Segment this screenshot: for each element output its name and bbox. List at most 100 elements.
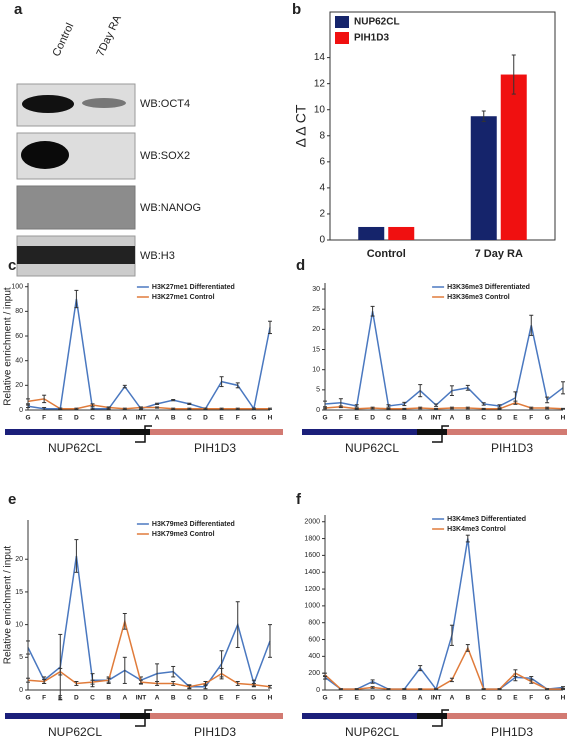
gene-label: PIH1D3 — [194, 725, 236, 738]
error-bar — [529, 679, 534, 684]
error-bar — [58, 633, 63, 701]
gene-label: NUP62CL — [48, 441, 102, 455]
y-tick-label: 6 — [319, 156, 325, 167]
gene-label: PIH1D3 — [491, 441, 533, 455]
x-tick-label: D — [497, 415, 502, 422]
y-tick-label: 5 — [316, 387, 320, 394]
error-bar — [402, 401, 407, 407]
x-tick-label: F — [42, 695, 46, 702]
error-bar — [513, 669, 518, 678]
error-bar — [90, 407, 95, 410]
legend-label: H3K36me3 Control — [447, 294, 510, 301]
error-bar — [481, 407, 486, 410]
error-bar — [545, 688, 550, 691]
error-bar — [42, 679, 47, 684]
legend-label: NUP62CL — [354, 17, 400, 28]
gene-label: PIH1D3 — [194, 441, 236, 455]
x-tick-label: B — [465, 415, 470, 422]
x-tick-label: A — [418, 415, 423, 422]
error-bar — [513, 400, 518, 405]
error-bar — [138, 679, 143, 685]
error-bar — [268, 684, 272, 689]
gene-bar — [120, 429, 150, 435]
error-bar — [354, 404, 359, 408]
band-label: WB:NANOG — [140, 202, 201, 214]
error-bar — [251, 407, 256, 410]
y-tick-label: 5 — [19, 654, 23, 661]
panel-label: f — [296, 491, 302, 508]
error-bar — [323, 406, 327, 410]
series-line — [324, 646, 563, 690]
y-tick-label: 10 — [314, 104, 326, 115]
x-tick-label: E — [219, 415, 224, 422]
error-bar — [155, 402, 160, 405]
error-bar — [561, 688, 565, 691]
y-tick-label: 30 — [312, 286, 320, 293]
error-bar — [187, 684, 192, 689]
y-tick-label: 1400 — [304, 569, 320, 576]
error-bar — [26, 677, 30, 683]
x-tick-label: A — [450, 415, 455, 422]
x-tick-label: G — [545, 695, 550, 702]
y-tick-label: 600 — [308, 636, 320, 643]
error-bar — [370, 406, 375, 410]
error-bar — [235, 681, 240, 686]
error-bar — [386, 404, 391, 408]
y-tick-label: 15 — [312, 346, 320, 353]
y-tick-label: 20 — [15, 556, 23, 563]
x-tick-label: B — [402, 695, 407, 702]
error-bar — [58, 667, 63, 676]
series-line — [27, 618, 271, 688]
y-tick-label: 0 — [316, 407, 320, 414]
y-axis-label: Relative enrichment / input — [3, 546, 14, 665]
y-tick-label: 0 — [316, 687, 320, 694]
error-bar — [42, 407, 47, 411]
error-bar — [268, 407, 272, 410]
x-tick-label: G — [545, 415, 550, 422]
x-tick-label: A — [122, 695, 127, 702]
error-bar — [418, 384, 423, 398]
error-bar — [497, 407, 502, 410]
error-bar — [434, 403, 439, 407]
error-bar — [402, 407, 407, 410]
y-tick-label: 0 — [19, 687, 23, 694]
error-bar — [545, 396, 550, 404]
error-bar — [171, 681, 176, 686]
x-tick-label: A — [155, 415, 160, 422]
y-tick-label: 0 — [19, 407, 23, 414]
gene-bar — [302, 713, 417, 719]
x-tick-label: A — [155, 695, 160, 702]
legend-label: H3K36me3 Differentiated — [447, 284, 530, 291]
x-tick-label: C — [90, 695, 95, 702]
tss-arrow — [135, 709, 152, 727]
error-bar — [74, 539, 79, 573]
legend-label: PIH1D3 — [354, 33, 389, 44]
x-tick-label: INT — [136, 695, 147, 702]
error-bar — [354, 407, 359, 410]
error-bar — [529, 406, 534, 410]
y-tick-label: 25 — [312, 306, 320, 313]
x-tick-label: E — [513, 415, 518, 422]
x-tick-label: F — [529, 695, 533, 702]
error-bar — [481, 402, 486, 406]
y-axis-label: Relative enrichment / input — [3, 287, 14, 406]
x-tick-label: H — [268, 415, 273, 422]
y-tick-label: 200 — [308, 670, 320, 677]
error-bar — [529, 314, 534, 336]
band-label: WB:OCT4 — [140, 98, 190, 110]
y-tick-label: 20 — [15, 382, 23, 389]
gene-bar — [417, 713, 447, 719]
x-tick-label: C — [187, 415, 192, 422]
x-tick-label: C — [481, 415, 486, 422]
x-tick-label: B — [465, 695, 470, 702]
legend-label: H3K27me1 Control — [152, 294, 215, 301]
panel-label: b — [292, 1, 301, 18]
gene-bar — [302, 429, 417, 435]
x-tick-label: H — [561, 695, 566, 702]
band — [17, 246, 135, 264]
error-bar — [187, 407, 192, 410]
plot-frame — [28, 520, 270, 690]
error-bar — [138, 406, 143, 409]
error-bar — [203, 681, 208, 686]
x-tick-label: C — [386, 415, 391, 422]
